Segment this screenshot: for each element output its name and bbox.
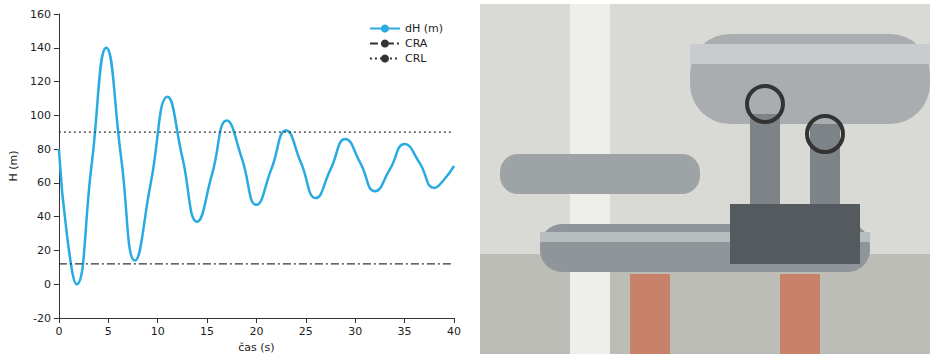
svg-text:120: 120 [30, 75, 51, 88]
svg-text:80: 80 [37, 143, 51, 156]
svg-text:-20: -20 [33, 312, 51, 325]
svg-text:dH (m): dH (m) [405, 22, 443, 35]
svg-text:40: 40 [447, 325, 461, 338]
svg-text:140: 140 [30, 41, 51, 54]
svg-text:0: 0 [44, 278, 51, 291]
svg-text:30: 30 [348, 325, 362, 338]
svg-text:60: 60 [37, 176, 51, 189]
svg-text:10: 10 [151, 325, 165, 338]
svg-text:H (m): H (m) [7, 150, 20, 181]
svg-text:20: 20 [249, 325, 263, 338]
svg-text:15: 15 [200, 325, 214, 338]
svg-text:CRL: CRL [405, 52, 427, 65]
svg-text:160: 160 [30, 8, 51, 21]
svg-text:5: 5 [105, 325, 112, 338]
svg-text:100: 100 [30, 109, 51, 122]
svg-text:CRA: CRA [405, 37, 428, 50]
svg-text:0: 0 [55, 325, 62, 338]
svg-text:35: 35 [398, 325, 412, 338]
svg-text:40: 40 [37, 210, 51, 223]
svg-text:25: 25 [299, 325, 313, 338]
svg-text:čas (s): čas (s) [238, 341, 274, 354]
svg-text:20: 20 [37, 244, 51, 257]
